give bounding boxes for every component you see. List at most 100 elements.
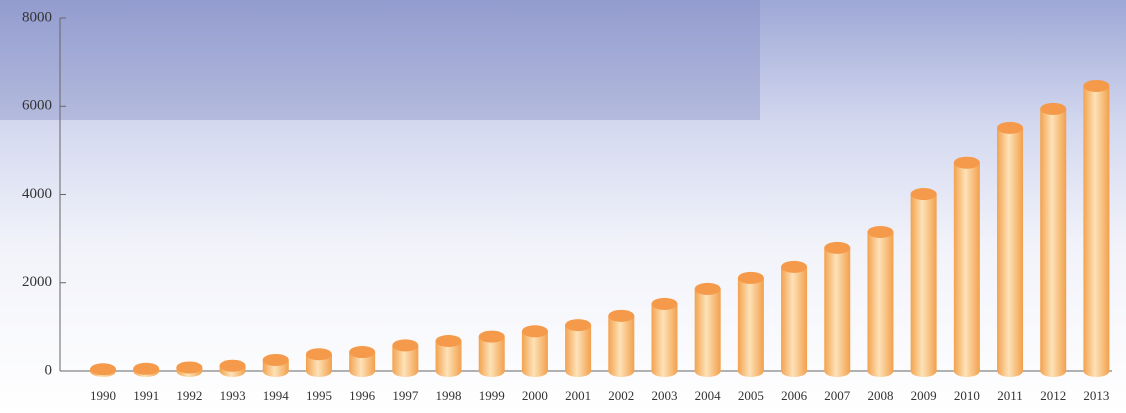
bar-base <box>694 365 721 377</box>
bar-base <box>349 365 376 377</box>
bar <box>1083 79 1110 377</box>
bar-base <box>608 365 635 377</box>
bar-top <box>1040 102 1067 115</box>
bar-body <box>737 277 764 371</box>
bar <box>176 361 203 377</box>
bar-top <box>349 346 376 359</box>
bar-top <box>781 260 808 273</box>
bar <box>997 121 1024 377</box>
x-tick-label: 2002 <box>608 388 634 403</box>
y-tick-label: 2000 <box>22 274 52 290</box>
bar <box>781 260 808 377</box>
bar <box>867 226 894 377</box>
bar-top <box>565 319 592 332</box>
x-tick-label: 1996 <box>349 388 376 403</box>
bar-base <box>953 365 980 377</box>
x-tick-label: 2012 <box>1040 388 1066 403</box>
bar <box>133 362 160 377</box>
x-tick-label: 2000 <box>522 388 548 403</box>
bar-body <box>608 315 635 371</box>
bar-body <box>997 127 1024 371</box>
photo-backdrop <box>0 0 760 120</box>
bar-body <box>565 325 592 371</box>
x-tick-label: 2009 <box>911 388 937 403</box>
y-tick-label: 4000 <box>22 186 52 202</box>
bar-base <box>781 365 808 377</box>
bar-base <box>997 365 1024 377</box>
x-tick-label: 2004 <box>695 388 722 403</box>
x-tick-label: 1998 <box>436 388 462 403</box>
bar <box>219 359 246 377</box>
bar-top <box>521 325 548 338</box>
bar <box>262 353 289 377</box>
x-tick-label: 2011 <box>997 388 1023 403</box>
bar-top <box>824 241 851 254</box>
bar-top <box>392 339 419 352</box>
bar-top <box>478 330 505 343</box>
bar <box>608 309 635 377</box>
bar-base <box>824 365 851 377</box>
x-tick-label: 2005 <box>738 388 764 403</box>
bar <box>1040 102 1067 377</box>
x-tick-label: 1993 <box>220 388 246 403</box>
bar-base <box>478 365 505 377</box>
x-tick-label: 1994 <box>263 388 290 403</box>
x-tick-label: 1999 <box>479 388 505 403</box>
bar-top <box>1083 79 1110 92</box>
x-tick-label: 2007 <box>824 388 851 403</box>
bar-base <box>651 365 678 377</box>
x-tick-label: 1990 <box>90 388 116 403</box>
x-tick-label: 1997 <box>392 388 419 403</box>
bar-top <box>89 363 116 376</box>
bar-base <box>867 365 894 377</box>
bar-top <box>305 348 332 361</box>
bar <box>305 348 332 377</box>
bar-top <box>176 361 203 374</box>
bar-base <box>910 365 937 377</box>
bar-top <box>694 282 721 295</box>
bar-body <box>694 288 721 371</box>
y-tick-label: 0 <box>45 362 53 378</box>
x-tick-label: 2010 <box>954 388 980 403</box>
bar <box>478 330 505 377</box>
bar-top <box>867 226 894 239</box>
bar-body <box>1083 85 1110 371</box>
x-tick-label: 2006 <box>781 388 808 403</box>
bar-top <box>910 188 937 201</box>
x-tick-label: 2001 <box>565 388 591 403</box>
bar-body <box>521 331 548 371</box>
bar-body <box>651 303 678 371</box>
bar-base <box>262 365 289 377</box>
bar-base <box>435 365 462 377</box>
bar-top <box>219 359 246 372</box>
bar-body <box>953 162 980 371</box>
bar-base <box>521 365 548 377</box>
bar-body <box>910 194 937 371</box>
bar-body <box>824 247 851 371</box>
x-tick-label: 1991 <box>133 388 159 403</box>
bar-top <box>435 334 462 347</box>
bar-top <box>953 156 980 169</box>
bar-base <box>392 365 419 377</box>
bar-top <box>651 297 678 310</box>
bar-body <box>781 266 808 371</box>
x-tick-label: 2013 <box>1083 388 1109 403</box>
bar-base <box>1083 365 1110 377</box>
bar <box>565 319 592 377</box>
bar-top <box>997 121 1024 134</box>
bar-top <box>737 271 764 284</box>
bar <box>910 188 937 377</box>
bar-base <box>565 365 592 377</box>
bar <box>737 271 764 377</box>
bar <box>953 156 980 377</box>
x-tick-label: 2008 <box>867 388 893 403</box>
bar-base <box>737 365 764 377</box>
bar-top <box>133 362 160 375</box>
bar <box>521 325 548 377</box>
bar-base <box>305 365 332 377</box>
x-tick-label: 2003 <box>651 388 677 403</box>
bar-body <box>867 232 894 371</box>
bar <box>694 282 721 377</box>
